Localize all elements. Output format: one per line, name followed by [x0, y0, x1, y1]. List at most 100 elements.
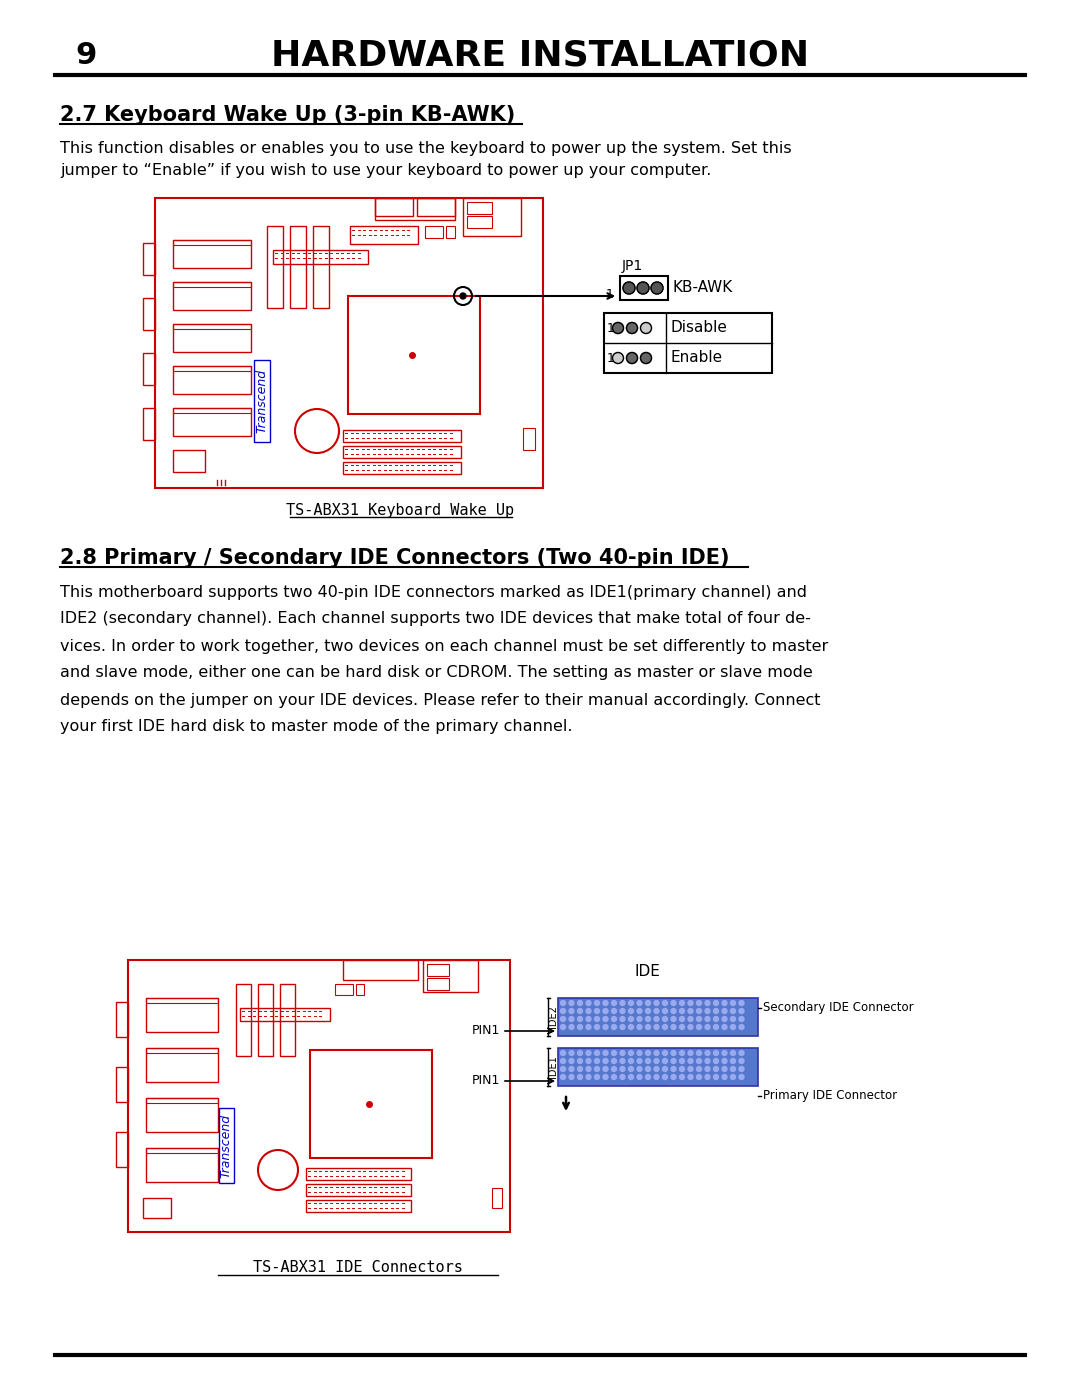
Circle shape [730, 1024, 735, 1030]
Bar [173, 240, 251, 244]
Circle shape [561, 1059, 566, 1063]
Circle shape [612, 352, 623, 363]
Text: Disable: Disable [670, 320, 727, 335]
Circle shape [671, 1000, 676, 1006]
Circle shape [586, 1017, 591, 1021]
Bar [146, 1048, 218, 1053]
Circle shape [697, 1017, 702, 1021]
Bar [446, 226, 455, 237]
Circle shape [688, 1074, 693, 1080]
Circle shape [578, 1024, 582, 1030]
Bar [280, 983, 295, 1056]
Bar [343, 446, 461, 458]
Bar [219, 1108, 234, 1183]
Circle shape [578, 1051, 582, 1056]
Bar [237, 983, 251, 1056]
Circle shape [739, 1000, 744, 1006]
Circle shape [697, 1051, 702, 1056]
Circle shape [714, 1066, 718, 1071]
Bar [143, 1199, 171, 1218]
Circle shape [671, 1059, 676, 1063]
Circle shape [578, 1000, 582, 1006]
Circle shape [620, 1000, 625, 1006]
Circle shape [569, 1051, 573, 1056]
Circle shape [626, 323, 637, 334]
Circle shape [586, 1066, 591, 1071]
Text: 1: 1 [606, 288, 615, 300]
Bar [173, 366, 251, 394]
Text: and slave mode, either one can be hard disk or CDROM. The setting as master or s: and slave mode, either one can be hard d… [60, 665, 813, 680]
Bar [143, 298, 156, 330]
Bar [558, 1048, 758, 1085]
Circle shape [603, 1024, 608, 1030]
Text: Primary IDE Connector: Primary IDE Connector [762, 1090, 897, 1102]
Bar [306, 1185, 411, 1196]
Circle shape [688, 1051, 693, 1056]
Circle shape [730, 1000, 735, 1006]
Circle shape [705, 1017, 710, 1021]
Bar [146, 1098, 218, 1104]
Bar [467, 217, 492, 228]
Circle shape [714, 1000, 718, 1006]
Bar [492, 1187, 502, 1208]
Bar [116, 1067, 129, 1102]
Circle shape [688, 1066, 693, 1071]
Circle shape [654, 1051, 659, 1056]
Text: PIN1: PIN1 [472, 1074, 500, 1087]
Circle shape [688, 1024, 693, 1030]
Circle shape [662, 1000, 667, 1006]
Circle shape [637, 1024, 642, 1030]
Text: KB-AWK: KB-AWK [672, 281, 732, 296]
Bar [375, 198, 455, 219]
Circle shape [620, 1017, 625, 1021]
Circle shape [739, 1074, 744, 1080]
Circle shape [569, 1059, 573, 1063]
Bar [343, 430, 461, 441]
Text: Transcend: Transcend [219, 1113, 232, 1178]
Circle shape [612, 323, 623, 334]
Circle shape [594, 1024, 599, 1030]
Circle shape [569, 1066, 573, 1071]
Bar [146, 997, 218, 1032]
Circle shape [629, 1066, 634, 1071]
Circle shape [714, 1074, 718, 1080]
Bar [146, 997, 218, 1003]
Bar [146, 1148, 218, 1153]
Circle shape [697, 1074, 702, 1080]
Bar [240, 1009, 330, 1021]
Bar [173, 408, 251, 436]
Circle shape [611, 1000, 617, 1006]
Text: jumper to “Enable” if you wish to use your keyboard to power up your computer.: jumper to “Enable” if you wish to use yo… [60, 162, 712, 177]
Circle shape [561, 1000, 566, 1006]
Circle shape [640, 352, 651, 363]
Circle shape [697, 1024, 702, 1030]
Circle shape [603, 1000, 608, 1006]
Circle shape [688, 1059, 693, 1063]
Bar [267, 226, 283, 307]
Bar [620, 277, 669, 300]
Circle shape [611, 1024, 617, 1030]
Circle shape [739, 1059, 744, 1063]
Circle shape [637, 1017, 642, 1021]
Text: 1: 1 [607, 352, 615, 365]
Circle shape [561, 1051, 566, 1056]
Circle shape [654, 1024, 659, 1030]
Bar [426, 226, 443, 237]
Bar [463, 198, 521, 236]
Text: JP1: JP1 [622, 258, 644, 272]
Bar [146, 1148, 218, 1182]
Circle shape [671, 1074, 676, 1080]
Circle shape [611, 1051, 617, 1056]
Text: Enable: Enable [670, 351, 723, 366]
Circle shape [569, 1074, 573, 1080]
Circle shape [654, 1000, 659, 1006]
Circle shape [705, 1000, 710, 1006]
Bar [558, 997, 758, 1037]
Circle shape [662, 1009, 667, 1013]
Circle shape [705, 1009, 710, 1013]
Circle shape [646, 1074, 650, 1080]
Bar [173, 366, 251, 372]
Circle shape [637, 1000, 642, 1006]
Circle shape [723, 1051, 727, 1056]
Circle shape [620, 1059, 625, 1063]
